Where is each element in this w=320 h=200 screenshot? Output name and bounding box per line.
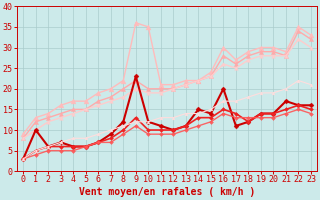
X-axis label: Vent moyen/en rafales ( km/h ): Vent moyen/en rafales ( km/h ) xyxy=(79,187,255,197)
